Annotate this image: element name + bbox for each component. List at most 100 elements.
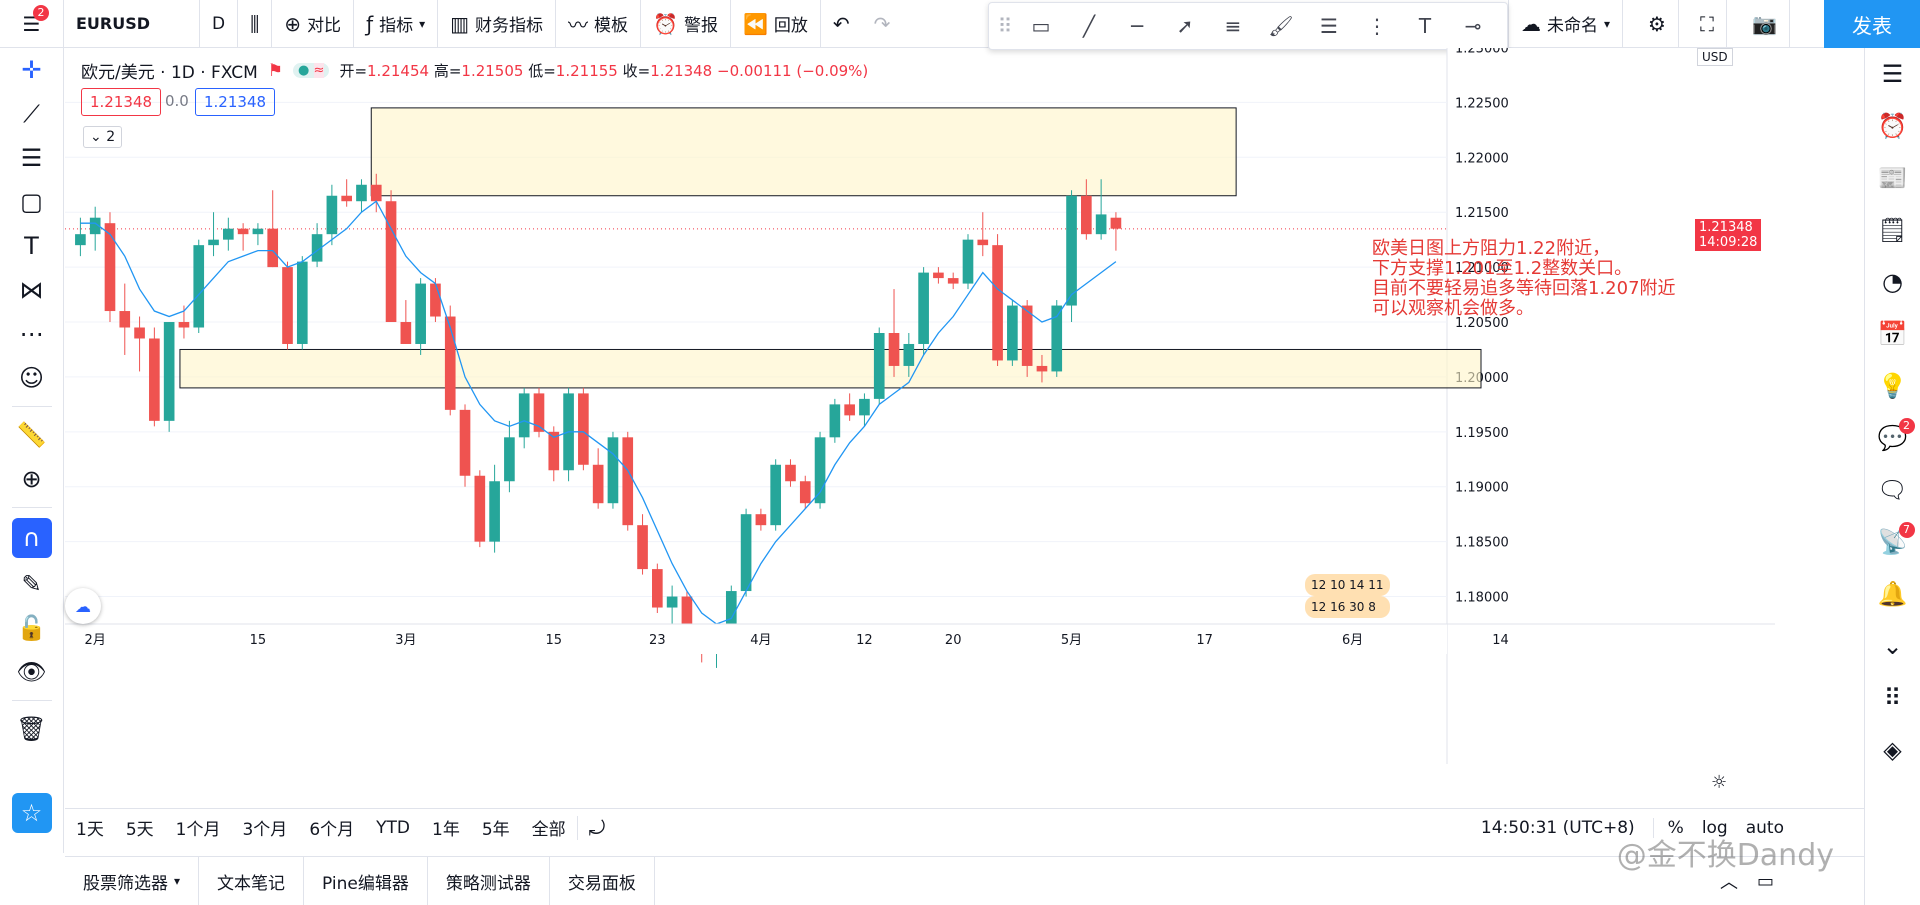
trash-icon[interactable]: 🗑: [16, 715, 47, 743]
stay-drawing-icon[interactable]: ✎: [21, 570, 42, 598]
time-tick-label: 6月: [1342, 633, 1363, 648]
range-1y[interactable]: 1年: [432, 820, 460, 840]
goto-date-icon[interactable]: ⤾: [576, 815, 617, 840]
price-chart[interactable]: 1.23000 1.22500 1.22000 1.21500 1.21000 1.205…: [65, 41, 1775, 764]
chat-icon[interactable]: 💬 2: [1869, 412, 1917, 464]
ask-price[interactable]: 1.21348: [195, 88, 276, 116]
chart-type-button[interactable]: ⫼: [238, 0, 273, 48]
price-axis: [1447, 48, 1775, 764]
fib-icon[interactable]: ☰: [1320, 14, 1338, 38]
watchlist-icon[interactable]: ☰: [1881, 60, 1904, 88]
alert-button[interactable]: ⏰ 警报: [641, 0, 731, 48]
symbol-search[interactable]: EURUSD: [64, 0, 200, 48]
indicators-label: 指标: [379, 16, 414, 36]
eye-toggle-icon[interactable]: ● ≈: [293, 63, 330, 78]
ideas-icon[interactable]: 💡: [1877, 372, 1908, 400]
tab-strategy-tester[interactable]: 策略测试器: [428, 856, 550, 905]
tab-text-notes[interactable]: 文本笔记: [199, 856, 305, 905]
text-tool-icon[interactable]: T: [24, 232, 39, 260]
alarm-clock-icon[interactable]: ⏰: [1877, 112, 1908, 140]
collapse-icon[interactable]: ︿: [1720, 872, 1738, 893]
eye-icon[interactable]: 👁: [16, 658, 47, 686]
indicators-button[interactable]: ƒ 指标 ▾: [354, 0, 439, 48]
templates-button[interactable]: 〰 模板: [556, 0, 642, 48]
trendline-icon[interactable]: ╱: [1082, 14, 1096, 38]
rewind-icon: ⏪: [742, 11, 768, 36]
bid-price[interactable]: 1.21348: [81, 88, 162, 116]
log-toggle[interactable]: log: [1701, 817, 1728, 838]
pitchfork-icon[interactable]: ⋮: [1367, 14, 1387, 38]
tradingview-logo-icon[interactable]: ☁: [65, 588, 101, 624]
percent-toggle[interactable]: %: [1652, 817, 1684, 838]
range-5y[interactable]: 5年: [481, 820, 510, 840]
undo-button[interactable]: ↶: [821, 0, 862, 48]
candle-body: [474, 475, 486, 542]
range-1d[interactable]: 1天: [76, 820, 104, 840]
horizontal-line-icon[interactable]: ─: [1130, 14, 1144, 38]
dots-grid-icon[interactable]: ⠿: [1883, 684, 1902, 712]
pattern-tool-icon[interactable]: ⋈: [19, 276, 44, 304]
emoji-icon[interactable]: ☺: [18, 364, 45, 392]
range-ytd[interactable]: YTD: [376, 817, 410, 838]
replay-button[interactable]: ⏪ 回放: [731, 0, 821, 48]
layout-name-button[interactable]: ☁ 未命名 ▾: [1508, 0, 1624, 48]
range-5d[interactable]: 5天: [125, 820, 154, 840]
settings-button[interactable]: ⚙: [1636, 0, 1679, 48]
messages-icon[interactable]: 🗨: [1877, 476, 1908, 504]
settings-corner-icon[interactable]: ☼: [1711, 772, 1728, 793]
maximize-icon[interactable]: ▭: [1756, 870, 1774, 892]
zoom-in-icon[interactable]: ⊕: [21, 465, 42, 493]
camera-icon: 📷: [1752, 11, 1777, 36]
redo-icon: ↷: [873, 11, 891, 36]
auto-toggle[interactable]: auto: [1745, 817, 1784, 838]
text-icon[interactable]: T: [1418, 14, 1432, 38]
arrow-icon[interactable]: ➚: [1176, 14, 1194, 38]
chart-pane[interactable]: 1.23000 1.22500 1.22000 1.21500 1.21000 1.205…: [65, 41, 1775, 793]
calendar-icon[interactable]: 📅: [1877, 320, 1908, 348]
main-menu-button[interactable]: ☰ 2: [0, 0, 64, 48]
compare-button[interactable]: ⊕ 对比: [272, 0, 355, 48]
support-zone: [179, 348, 1482, 389]
clock-time[interactable]: 14:50:31 (UTC+8): [1480, 817, 1635, 838]
redo-button[interactable]: ↷: [862, 0, 903, 48]
drag-handle-icon[interactable]: ⠿: [997, 14, 1013, 38]
chevron-down-icon[interactable]: ⌄: [1882, 632, 1903, 660]
range-3m[interactable]: 3个月: [242, 820, 288, 840]
time-axis: [65, 624, 1447, 654]
shape-tool-icon[interactable]: ▢: [20, 188, 43, 216]
ruler-icon[interactable]: 📏: [16, 421, 47, 449]
prediction-tool-icon[interactable]: ⋯: [19, 320, 44, 348]
snapshot-button[interactable]: 📷: [1740, 0, 1790, 48]
streams-icon[interactable]: 📡 7: [1869, 516, 1917, 568]
brush-icon[interactable]: 🖌: [1268, 14, 1294, 38]
layers-icon[interactable]: ◈: [1883, 736, 1902, 764]
fib-tool-icon[interactable]: ☰: [20, 144, 43, 172]
tab-pine-editor[interactable]: Pine编辑器: [304, 856, 428, 905]
tab-stock-screener[interactable]: 股票筛选器 ▾: [65, 856, 200, 905]
news-icon[interactable]: 📰: [1877, 164, 1908, 192]
hotlist-icon[interactable]: ◔: [1882, 268, 1903, 296]
indicators-toggle[interactable]: ⌄ 2: [83, 126, 123, 148]
ray-icon[interactable]: ⊸: [1464, 14, 1482, 38]
streams-badge: 7: [1898, 522, 1915, 538]
data-window-icon[interactable]: 🗒: [1877, 216, 1908, 244]
interval-button[interactable]: D: [200, 0, 239, 48]
crosshair-icon[interactable]: ✛: [21, 56, 42, 84]
trendline-tool-icon[interactable]: ⟋: [23, 100, 40, 128]
magnet-icon[interactable]: ∩: [11, 518, 52, 558]
publish-button[interactable]: 发表: [1824, 0, 1920, 48]
fullscreen-button[interactable]: ⛶: [1688, 0, 1727, 48]
lock-icon[interactable]: 🔓: [16, 614, 47, 642]
candle-body: [518, 393, 530, 438]
financials-button[interactable]: ▥ 财务指标: [438, 0, 557, 48]
rectangle-icon[interactable]: ▭: [1031, 14, 1051, 38]
parallel-channel-icon[interactable]: ≡: [1224, 14, 1242, 38]
range-1m[interactable]: 1个月: [175, 820, 221, 840]
tab-trading-panel[interactable]: 交易面板: [550, 856, 655, 905]
currency-label: USD: [1697, 48, 1733, 66]
range-all[interactable]: 全部: [531, 820, 566, 840]
bell-icon[interactable]: 🔔: [1877, 580, 1908, 608]
range-6m[interactable]: 6个月: [309, 820, 355, 840]
star-icon[interactable]: ☆: [11, 793, 52, 833]
events-marker[interactable]: 12 10 14 11 12 16 30 8: [1305, 574, 1390, 618]
